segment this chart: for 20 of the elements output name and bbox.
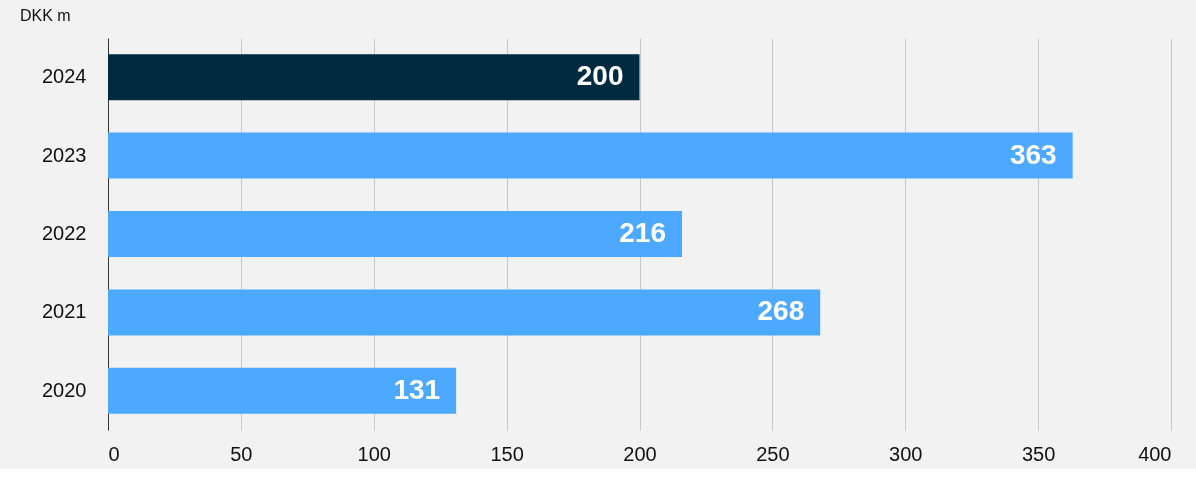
y-tick-label: 2023 [42, 143, 87, 166]
data-label: 268 [757, 295, 805, 327]
x-tick-label: 0 [108, 442, 120, 465]
x-tick-label: 350 [1021, 442, 1056, 465]
y-tick-label: 2024 [42, 65, 87, 88]
x-tick-label: 100 [357, 442, 391, 465]
y-tick-label: 2020 [42, 378, 87, 401]
data-label: 363 [1009, 138, 1057, 170]
x-tick-label: 300 [889, 442, 923, 465]
y-tick-label: 2021 [42, 300, 87, 323]
chart-title: DKK m [20, 7, 71, 24]
x-tick-label: 250 [756, 442, 790, 465]
y-tick-label: 2022 [42, 222, 87, 244]
data-label: 216 [619, 217, 667, 248]
data-label: 200 [576, 60, 624, 92]
x-tick-label: 200 [623, 442, 657, 465]
x-tick-label: 400 [1138, 442, 1172, 465]
x-tick-label: 150 [490, 442, 524, 465]
x-tick-label: 50 [230, 442, 253, 465]
data-label: 131 [393, 373, 441, 405]
